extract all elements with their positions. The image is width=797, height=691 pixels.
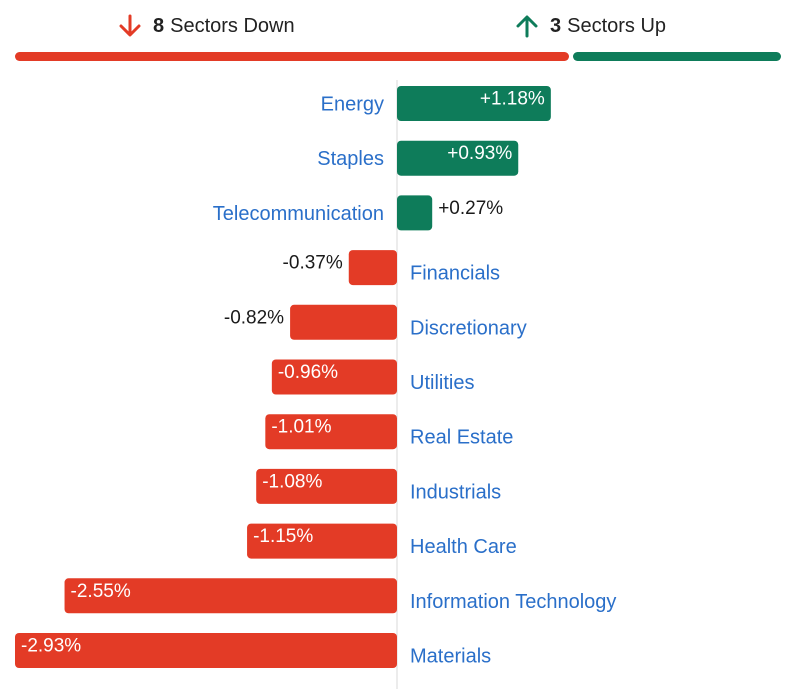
- sector-name-label: Materials: [410, 646, 491, 668]
- arrow-down-icon: [119, 14, 141, 37]
- sectors-up-label: Sectors Up: [567, 14, 667, 37]
- sector-bar: [247, 523, 397, 559]
- sector-bar: [15, 633, 397, 668]
- sector-value-label: -1.15%: [253, 526, 313, 547]
- sectors-up-count: 3: [550, 14, 562, 37]
- sector-value-label: +0.27%: [438, 198, 503, 219]
- sector-bar: [64, 578, 397, 614]
- sector-name-label: Health Care: [410, 536, 517, 558]
- sectors-down-label: Sectors Down: [170, 14, 295, 37]
- sector-name-label: Financials: [410, 263, 500, 285]
- sector-name-label: Information Technology: [410, 591, 616, 613]
- sector-bar: [397, 195, 433, 231]
- sector-bar: [256, 468, 397, 504]
- sector-value-label: -0.37%: [283, 253, 343, 274]
- sector-bar: [397, 86, 551, 121]
- sector-value-label: +1.18%: [480, 89, 545, 110]
- sector-value-label: -1.08%: [262, 471, 322, 492]
- sector-value-label: -2.55%: [71, 581, 131, 602]
- sector-bar: [290, 304, 397, 340]
- sectors-up-summary: 3 Sectors Up: [514, 8, 666, 44]
- sector-bar: [265, 414, 397, 450]
- sectors-up-bar: [573, 52, 781, 61]
- sector-name-label: Real Estate: [410, 427, 513, 449]
- sector-name-label: Industrials: [410, 481, 501, 503]
- sector-value-label: -0.82%: [224, 307, 284, 328]
- sector-name-label: Staples: [317, 148, 384, 170]
- sectors-down-summary: 8 Sectors Down: [117, 8, 295, 44]
- sector-name-label: Discretionary: [410, 317, 527, 339]
- sector-value-label: +0.93%: [447, 143, 512, 164]
- arrow-up-icon: [516, 15, 538, 38]
- sector-name-label: Energy: [321, 94, 384, 116]
- sector-value-label: -0.96%: [278, 362, 338, 383]
- sector-bar: [348, 250, 397, 286]
- sector-name-label: Utilities: [410, 372, 474, 394]
- sector-bar: [271, 359, 397, 395]
- sector-name-label: Telecommunication: [213, 203, 384, 225]
- sector-value-label: -2.93%: [21, 636, 81, 657]
- sector-value-label: -1.01%: [271, 417, 331, 438]
- sectors-down-bar: [15, 52, 570, 61]
- sector-bar: [397, 140, 519, 176]
- sectors-down-count: 8: [153, 14, 165, 37]
